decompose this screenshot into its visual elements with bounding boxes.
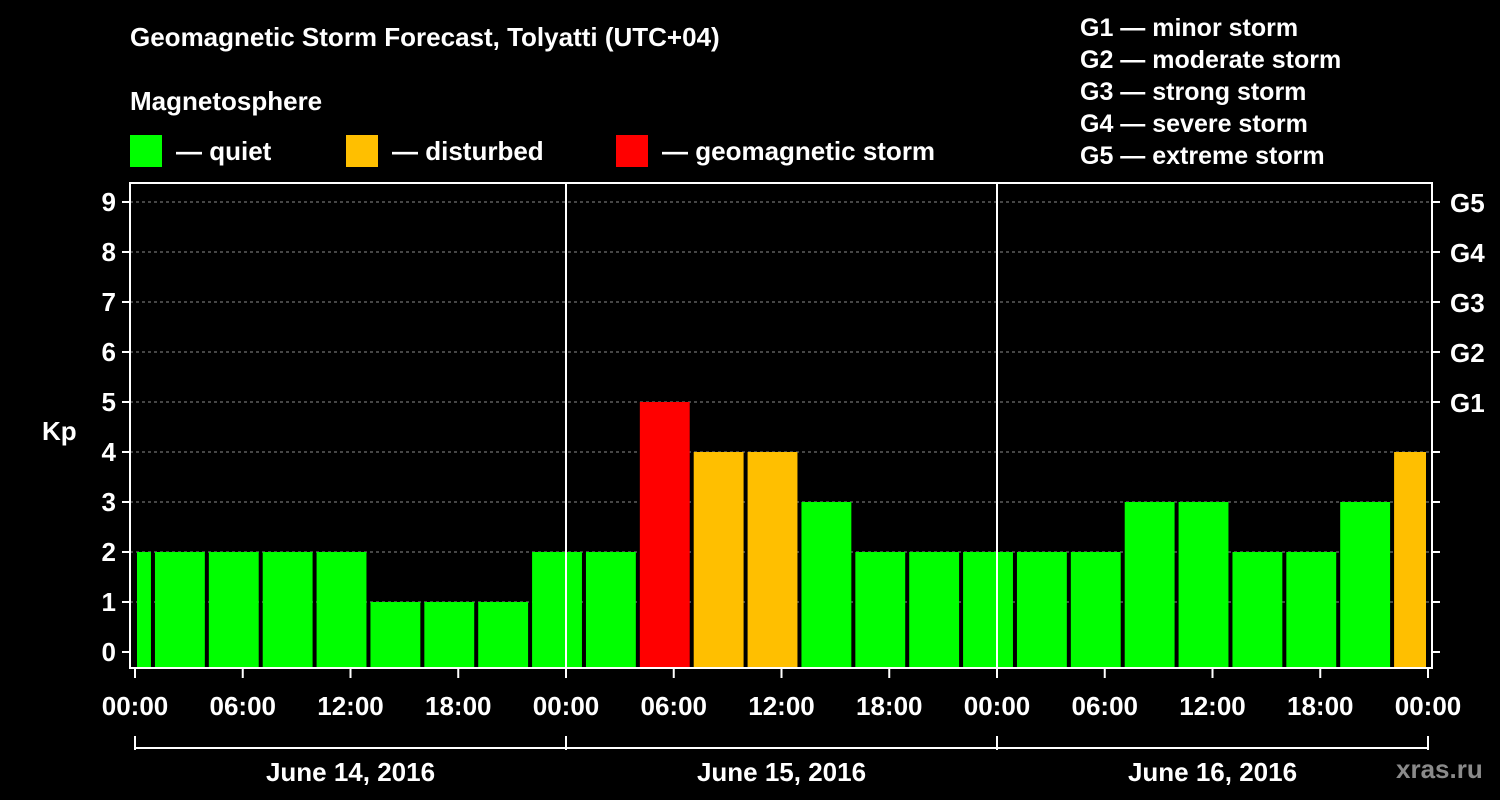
legend-quiet-label: — quiet (176, 135, 272, 166)
storm-level-legend: G1 — minor storm G2 — moderate storm G3 … (1080, 12, 1341, 172)
x-tick-label-1: 06:00 (210, 691, 277, 721)
legend-storm-label: — geomagnetic storm (662, 135, 936, 166)
y-tick-label-0: 0 (102, 637, 116, 667)
right-tick-label-g4: G4 (1450, 238, 1485, 268)
kp-bar-7 (478, 602, 529, 668)
y-axis-label: Kp (42, 416, 77, 446)
kp-bar-0 (137, 552, 151, 668)
x-tick-label-0: 00:00 (102, 691, 169, 721)
right-tick-label-g2: G2 (1450, 338, 1485, 368)
kp-bar-10 (639, 402, 690, 668)
day-label-1: June 15, 2016 (697, 757, 866, 787)
x-tick-label-3: 18:00 (425, 691, 492, 721)
y-tick-label-7: 7 (102, 287, 116, 317)
day-label-2: June 16, 2016 (1128, 757, 1297, 787)
chart-title: Geomagnetic Storm Forecast, Tolyatti (UT… (130, 22, 720, 52)
kp-bar-15 (909, 552, 960, 668)
x-tick-label-4: 00:00 (533, 691, 600, 721)
kp-bar-3 (262, 552, 313, 668)
kp-bar-24 (1394, 452, 1426, 668)
y-tick-label-3: 3 (102, 487, 116, 517)
kp-bar-9 (585, 552, 636, 668)
kp-bar-4 (316, 552, 367, 668)
y-tick-label-4: 4 (102, 437, 117, 467)
kp-bar-17 (1016, 552, 1067, 668)
right-tick-label-g1: G1 (1450, 388, 1485, 418)
storm-level-g3: G3 — strong storm (1080, 78, 1307, 106)
x-tick-label-8: 00:00 (964, 691, 1031, 721)
kp-bar-19 (1124, 502, 1175, 668)
kp-bar-11 (693, 452, 744, 668)
kp-bar-20 (1178, 502, 1229, 668)
kp-bar-6 (424, 602, 475, 668)
kp-bar-23 (1340, 502, 1391, 668)
magnetosphere-label: Magnetosphere (130, 86, 323, 116)
kp-bar-1 (154, 552, 205, 668)
right-tick-label-g3: G3 (1450, 288, 1485, 318)
legend-disturbed: — disturbed (346, 134, 544, 168)
storm-level-g5: G5 — extreme storm (1080, 142, 1325, 170)
legend-storm-swatch (616, 135, 648, 167)
x-tick-label-6: 12:00 (748, 691, 815, 721)
legend-disturbed-swatch (346, 135, 378, 167)
right-tick-label-g5: G5 (1450, 188, 1485, 218)
kp-bar-5 (370, 602, 421, 668)
y-tick-label-5: 5 (102, 387, 116, 417)
kp-bar-2 (208, 552, 259, 668)
x-tick-label-9: 06:00 (1072, 691, 1139, 721)
kp-bar-22 (1286, 552, 1337, 668)
kp-bar-14 (855, 552, 906, 668)
storm-level-g4: G4 — severe storm (1080, 110, 1308, 138)
y-tick-label-1: 1 (102, 587, 116, 617)
legend-quiet: — quiet (130, 134, 271, 168)
y-tick-label-2: 2 (102, 537, 116, 567)
storm-level-g2: G2 — moderate storm (1080, 46, 1342, 74)
x-tick-label-11: 18:00 (1287, 691, 1354, 721)
legend-quiet-swatch (130, 135, 162, 167)
x-tick-label-7: 18:00 (856, 691, 923, 721)
x-tick-label-5: 06:00 (641, 691, 708, 721)
y-tick-label-6: 6 (102, 337, 116, 367)
x-tick-label-2: 12:00 (317, 691, 384, 721)
storm-level-g1: G1 — minor storm (1080, 14, 1299, 42)
day-label-0: June 14, 2016 (266, 757, 435, 787)
legend-storm: — geomagnetic storm (616, 134, 935, 168)
x-tick-label-12: 00:00 (1395, 691, 1462, 721)
watermark: xras.ru (1396, 754, 1483, 784)
kp-bar-12 (747, 452, 798, 668)
y-tick-label-9: 9 (102, 187, 116, 217)
kp-bar-21 (1232, 552, 1283, 668)
y-tick-label-8: 8 (102, 237, 116, 267)
kp-bar-18 (1070, 552, 1121, 668)
x-tick-label-10: 12:00 (1179, 691, 1246, 721)
legend-disturbed-label: — disturbed (392, 135, 544, 166)
kp-bar-13 (801, 502, 852, 668)
kp-bar-8 (532, 552, 582, 668)
kp-bar-16 (963, 552, 1013, 668)
